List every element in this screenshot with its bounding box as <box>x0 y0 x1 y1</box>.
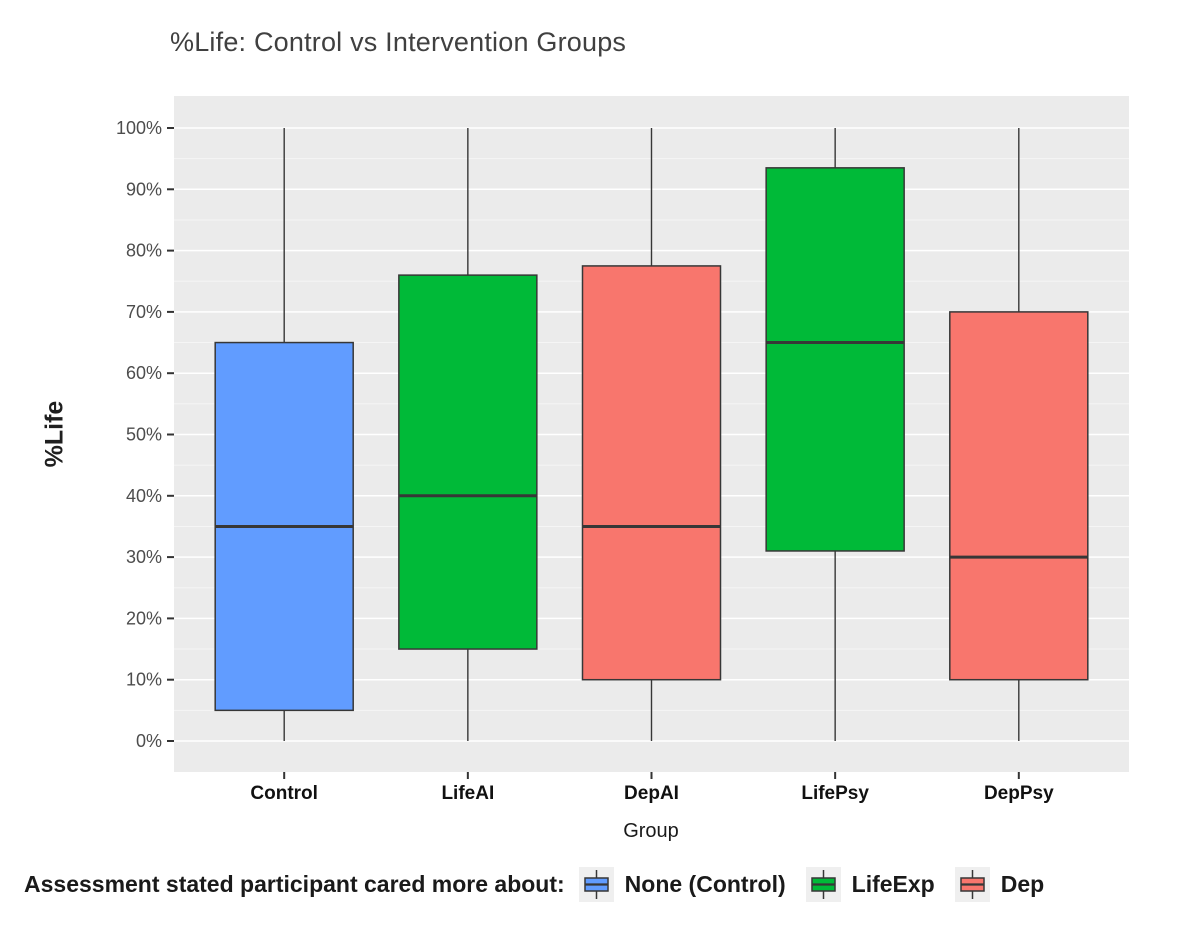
x-axis-title: Group <box>623 820 679 842</box>
legend-items: None (Control) LifeExp Dep <box>578 866 1065 902</box>
legend-title: Assessment stated participant cared more… <box>24 870 565 897</box>
y-tick-label: 90% <box>126 179 162 199</box>
x-tick-label-LifeAI: LifeAI <box>441 783 494 804</box>
y-tick-label: 100% <box>116 118 162 138</box>
legend-label: Dep <box>1000 870 1045 897</box>
y-tick-label: 60% <box>126 363 162 383</box>
y-tick-label: 30% <box>126 547 162 567</box>
x-tick-label-DepPsy: DepPsy <box>984 783 1054 804</box>
legend-item-0: None (Control) <box>578 866 786 902</box>
y-tick-label: 40% <box>126 486 162 506</box>
boxplot-box-DepPsy <box>949 311 1089 681</box>
legend-label: None (Control) <box>624 870 786 897</box>
y-tick-label: 10% <box>126 670 162 690</box>
boxplot-box-LifePsy <box>765 167 905 552</box>
y-tick-label: 70% <box>126 302 162 322</box>
x-tick-label-LifePsy: LifePsy <box>801 783 869 804</box>
x-tick-label-DepAI: DepAI <box>624 783 679 804</box>
legend-label: LifeExp <box>851 870 935 897</box>
y-tick-label: 80% <box>126 241 162 261</box>
y-tick-label: 20% <box>126 608 162 628</box>
chart-title: %Life: Control vs Intervention Groups <box>170 27 627 57</box>
boxplot-box-DepAI <box>581 265 722 681</box>
boxplot-plot-area: 0% 10% 20% 30% 40% 50% 60% 70% 80% 90% 100% Control… <box>116 96 1129 804</box>
legend-key-boxplot-icon <box>805 866 841 902</box>
x-tick-label-Control: Control <box>250 783 318 804</box>
y-tick-label: 0% <box>136 731 162 751</box>
y-tick-label: 50% <box>126 425 162 445</box>
legend: Assessment stated participant cared more… <box>24 861 1064 907</box>
legend-item-1: LifeExp <box>805 866 935 902</box>
legend-key-boxplot-icon <box>954 866 990 902</box>
legend-key-boxplot-icon <box>578 866 614 902</box>
boxplot-box-LifeAI <box>398 274 538 650</box>
legend-item-2: Dep <box>954 866 1045 902</box>
